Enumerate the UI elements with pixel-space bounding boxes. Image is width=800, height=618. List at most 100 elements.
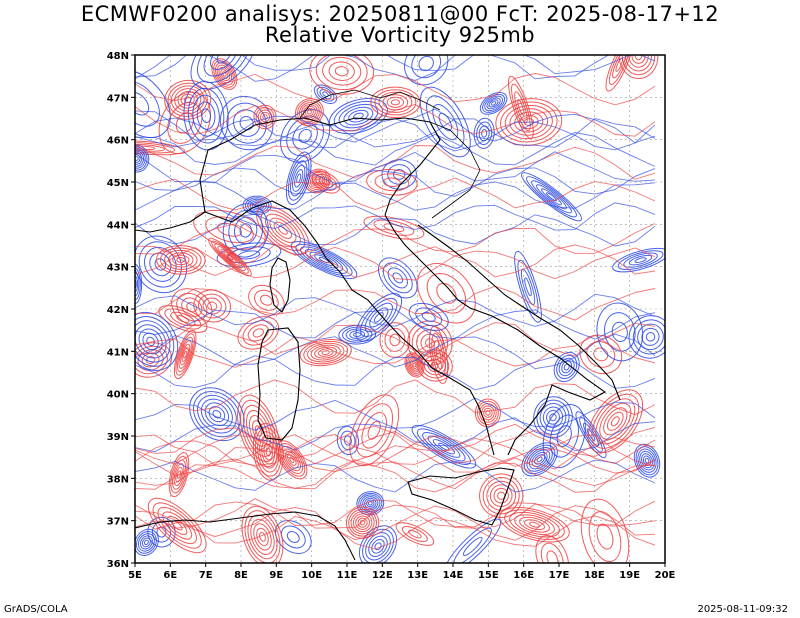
contour-line [575,411,607,459]
contour-line [357,517,368,528]
latitude-axis: 36N 37N 38N 39N 40N 41N 42N 43N 44N 45N 46N 47N 48N [107,51,135,570]
contour-band [135,434,656,467]
contour-line [395,522,435,546]
contour-line [556,354,578,380]
contour-line [241,505,284,563]
contour-line [269,217,297,243]
contour-line [180,343,191,366]
contour-line [141,537,151,548]
contour-line [542,406,564,429]
contour-line [412,362,417,368]
contour-line [415,307,443,327]
contour-line [138,241,182,288]
map-grid [135,55,665,563]
contour-line [211,240,249,274]
contour-line [220,69,229,79]
contour-line [336,425,360,456]
contour-line [355,515,370,530]
contour-line [217,246,243,269]
contour-line [617,250,664,271]
contour-line [280,109,331,163]
lon-tick-label: 12E [372,570,393,581]
contour-line [579,334,623,375]
contour-line [628,315,665,359]
lon-tick-label: 19E [619,570,640,581]
contour-line [373,312,384,323]
border-inner [299,89,481,219]
contour-line [135,311,179,371]
lon-tick-label: 16E [513,570,534,581]
contour-line [216,55,231,64]
contour-line [211,58,238,90]
contour-line [533,396,573,439]
contour-line [408,529,422,539]
contour-line [389,333,401,347]
contour-line [234,216,258,245]
contour-line [176,256,186,263]
contour-line [285,151,312,206]
contour-line [479,92,508,115]
negative-vorticity-cell [444,518,502,563]
positive-vorticity-cell [276,440,308,480]
contour-line [426,272,467,314]
contour-line [618,55,659,79]
contour-line [172,459,186,490]
contour-line [286,531,300,543]
contour-line [603,407,628,436]
contour-line [634,257,647,263]
contour-line [294,169,304,188]
contour-line [300,104,318,121]
contour-band [135,55,631,78]
contour-line [214,62,234,86]
contour-line [349,394,400,467]
coast-balkans [417,224,621,401]
contour-line [378,257,418,299]
contour-line [504,509,565,540]
contour-line [222,71,227,77]
contour-line [358,492,383,514]
contour-line [427,435,461,458]
contour-line [546,409,560,425]
contour-line [366,499,375,508]
contour-line [417,263,476,324]
contour-line [287,155,310,201]
contour-line [303,340,349,365]
positive-vorticity-cell [366,169,418,196]
contour-line [535,535,570,563]
contour-line [160,247,202,273]
contour-line [364,302,393,333]
contour-band [135,285,656,321]
contour-line [135,156,139,161]
contour-line [203,55,244,77]
contour-band [135,117,656,148]
contour-line [595,398,636,445]
contour-line [135,148,146,169]
contour-line [473,117,495,149]
contour-band [135,177,656,211]
contour-line [137,533,155,552]
contour-line [214,243,246,272]
contour-line [175,333,195,376]
lon-tick-label: 18E [584,570,605,581]
contour-band [135,459,656,493]
contour-line [193,391,241,438]
contour-band [135,445,656,476]
contour-line [374,542,382,551]
contour-line [253,523,272,551]
contour-line [483,407,493,418]
contour-line [147,497,207,554]
contour-band [135,246,656,281]
contour-line [135,80,160,127]
contour-line [299,339,352,367]
contour-line [368,535,388,557]
contour-line [168,452,190,498]
contour-line [639,450,655,471]
contour-line [168,252,194,268]
contour-line [135,528,159,556]
positive-vorticity-cell [395,522,435,546]
contour-line [348,109,369,123]
contour-line [479,473,524,518]
contour-line [170,311,196,327]
coast-north-africa [135,511,356,561]
contour-line [423,355,446,376]
